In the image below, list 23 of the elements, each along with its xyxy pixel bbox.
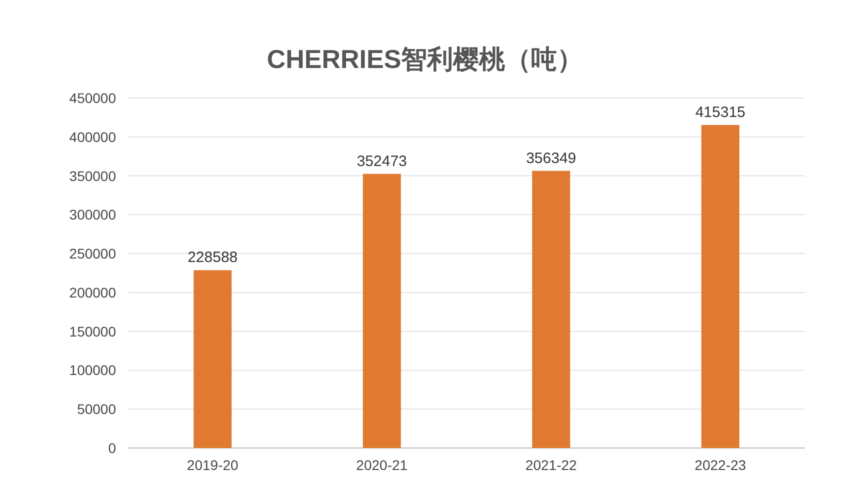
y-tick-label: 300000 <box>69 206 116 223</box>
y-tick-label: 450000 <box>69 90 116 106</box>
x-tick-label: 2019-20 <box>186 457 239 473</box>
y-tick-label: 50000 <box>77 401 116 418</box>
data-label: 228588 <box>188 249 238 266</box>
y-tick-label: 250000 <box>69 246 116 262</box>
y-tick-label: 100000 <box>69 362 116 378</box>
x-tick-label: 2022-23 <box>694 457 746 473</box>
data-label: 356349 <box>526 150 576 167</box>
y-tick-label: 200000 <box>69 284 116 300</box>
x-tick-label: 2020-21 <box>356 457 408 473</box>
y-tick-label: 400000 <box>69 128 116 145</box>
y-tick-label: 0 <box>108 440 116 456</box>
data-label: 352473 <box>356 152 407 170</box>
bar <box>194 270 232 448</box>
y-tick-label: 350000 <box>69 168 116 184</box>
y-tick-label: 150000 <box>69 323 116 340</box>
x-tick-label: 2021-22 <box>525 457 578 473</box>
bar <box>701 124 740 448</box>
bar <box>532 170 570 448</box>
data-label: 415315 <box>695 104 746 121</box>
bar <box>362 174 401 448</box>
chart-title: CHERRIES智利樱桃（吨） <box>266 44 584 74</box>
